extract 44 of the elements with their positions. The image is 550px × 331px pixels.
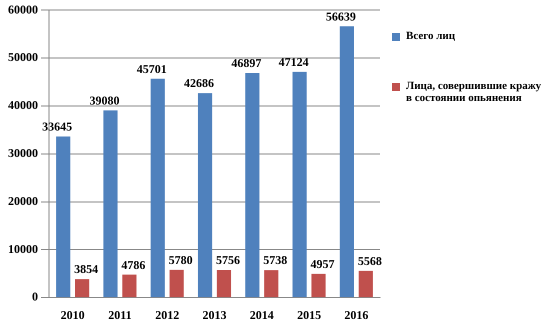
x-tick-label: 2013 <box>202 308 226 322</box>
x-tick-label: 2014 <box>250 308 274 322</box>
bar <box>245 72 260 298</box>
bar <box>150 78 165 298</box>
y-tick-label: 0 <box>32 290 38 304</box>
y-tick-label: 10000 <box>8 242 38 256</box>
bar <box>170 270 184 298</box>
x-tick-label: 2010 <box>60 308 85 322</box>
data-label: 42686 <box>184 76 214 90</box>
x-tick-label: 2016 <box>344 308 368 322</box>
bar <box>264 270 278 298</box>
data-label: 5780 <box>168 253 193 268</box>
y-tick-label: 60000 <box>8 2 38 16</box>
data-label: 56639 <box>326 9 356 24</box>
bar <box>122 274 136 298</box>
legend-label: Всего лиц <box>406 30 456 42</box>
y-tick-label: 40000 <box>8 98 38 112</box>
data-label: 46897 <box>231 56 262 70</box>
data-label: 4957 <box>310 256 335 271</box>
x-tick-label: 2012 <box>155 308 180 322</box>
bar <box>292 72 307 298</box>
data-label: 5568 <box>358 254 382 268</box>
bar <box>216 270 232 298</box>
bar <box>311 274 326 298</box>
legend-label: Лица, совершившие кражу в состоянии опьянения <box>406 80 542 104</box>
data-label: 5756 <box>216 253 240 268</box>
bar <box>198 93 212 298</box>
bar <box>340 26 354 298</box>
data-label: 39080 <box>89 94 120 108</box>
x-tick-label: 2011 <box>108 308 132 322</box>
data-label: 5738 <box>263 253 288 268</box>
bar <box>56 136 70 298</box>
y-tick-label: 50000 <box>8 50 38 64</box>
data-label: 33645 <box>42 120 72 134</box>
data-label: 45701 <box>136 62 167 76</box>
y-tick-label: 30000 <box>8 146 38 160</box>
x-tick-label: 2015 <box>297 308 322 322</box>
bar <box>75 279 90 298</box>
data-label: 3854 <box>74 262 98 276</box>
bar <box>103 110 118 298</box>
data-label: 47124 <box>278 54 309 69</box>
data-label: 4786 <box>121 258 146 272</box>
bar <box>358 270 373 298</box>
y-tick-label: 20000 <box>8 194 38 208</box>
